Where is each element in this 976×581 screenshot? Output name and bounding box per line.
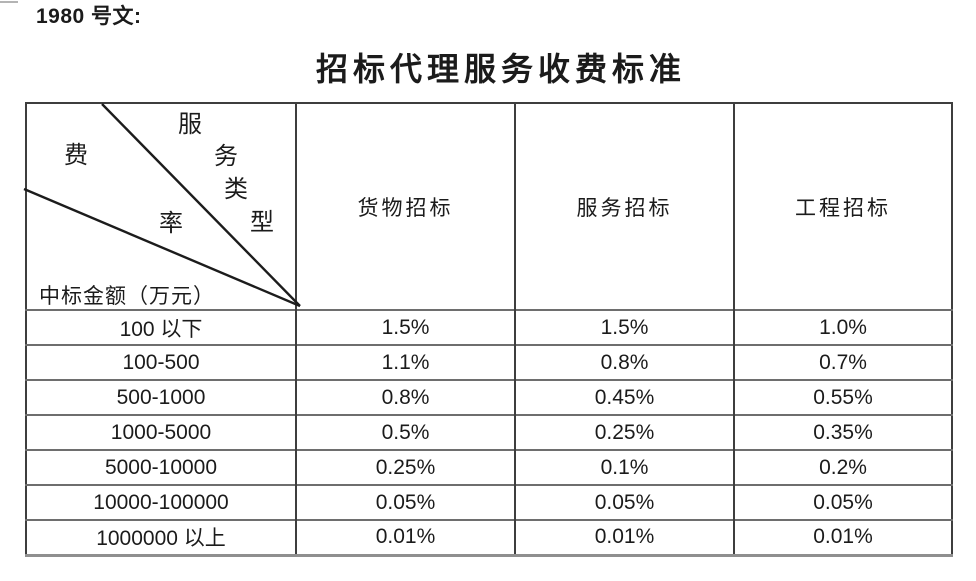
rate-cell: 1.0%: [733, 309, 952, 345]
rate-cell: 0.35%: [733, 414, 952, 450]
rate-cell: 1.1%: [295, 344, 515, 380]
rate-cell: 0.8%: [514, 344, 734, 380]
rate-cell: 0.05%: [514, 484, 734, 520]
corner-label-fee-rate-char: 费: [64, 143, 88, 169]
header-row: 服 务 类 型 费 率 中标金额（万元） 货物招标 服务招标 工程招标: [23, 103, 952, 310]
corner-label-service-type-char: 务: [214, 144, 238, 170]
amount-range-cell: 10000-100000: [26, 484, 296, 520]
rate-cell: 0.1%: [514, 449, 734, 485]
corner-label-bid-amount: 中标金额（万元）: [39, 284, 215, 308]
col-header-goods-bidding: 货物招标: [295, 103, 515, 310]
amount-range-cell: 100 以下: [26, 309, 296, 345]
corner-label-fee-rate-char: 率: [159, 211, 183, 237]
rate-cell: 0.01%: [295, 519, 515, 555]
corner-header-cell: 服 务 类 型 费 率 中标金额（万元）: [23, 103, 301, 310]
amount-range-cell: 500-1000: [26, 379, 296, 415]
amount-range-cell: 5000-10000: [26, 449, 296, 485]
rate-cell: 1.5%: [514, 309, 734, 345]
amount-range-cell: 100-500: [26, 344, 296, 380]
corner-diagonal-area: 服 务 类 型 费 率 中标金额（万元）: [23, 103, 301, 309]
diagonal-divider-lines: [23, 103, 301, 308]
table-row: 1000000 以上 0.01% 0.01% 0.01%: [26, 519, 952, 555]
rate-cell: 0.8%: [295, 379, 515, 415]
table-row: 1000-5000 0.5% 0.25% 0.35%: [26, 414, 952, 450]
table-row: 100-500 1.1% 0.8% 0.7%: [26, 344, 952, 380]
rate-cell: 0.5%: [295, 414, 515, 450]
rate-cell: 0.45%: [514, 379, 734, 415]
page-title: 招标代理服务收费标准: [315, 51, 686, 87]
amount-range-cell: 1000-5000: [26, 414, 296, 450]
corner-label-service-type-char: 类: [224, 177, 248, 203]
rate-cell: 1.5%: [295, 309, 515, 345]
table-row: 10000-100000 0.05% 0.05% 0.05%: [26, 484, 952, 520]
rate-cell: 0.55%: [733, 379, 952, 415]
screen-edge-artifact: [0, 1, 18, 3]
fee-rate-table: 服 务 类 型 费 率 中标金额（万元） 货物招标 服务招标 工程招标 100 …: [23, 102, 953, 557]
amount-range-cell: 1000000 以上: [26, 519, 296, 555]
corner-label-service-type-char: 服: [178, 112, 202, 138]
col-header-engineering-bidding: 工程招标: [733, 103, 952, 310]
table-row: 500-1000 0.8% 0.45% 0.55%: [26, 379, 952, 415]
rate-cell: 0.05%: [733, 484, 952, 520]
col-header-service-bidding: 服务招标: [514, 103, 734, 310]
corner-label-service-type-char: 型: [250, 210, 274, 236]
document-ref-label: 1980 号文:: [36, 5, 142, 28]
rate-cell: 0.01%: [514, 519, 734, 555]
rate-cell: 0.25%: [514, 414, 734, 450]
rate-cell: 0.25%: [295, 449, 515, 485]
rate-cell: 0.7%: [733, 344, 952, 380]
rate-cell: 0.05%: [295, 484, 515, 520]
rate-cell: 0.01%: [733, 519, 952, 555]
table-row: 100 以下 1.5% 1.5% 1.0%: [26, 309, 952, 345]
rate-cell: 0.2%: [733, 449, 952, 485]
table-row: 5000-10000 0.25% 0.1% 0.2%: [26, 449, 952, 485]
